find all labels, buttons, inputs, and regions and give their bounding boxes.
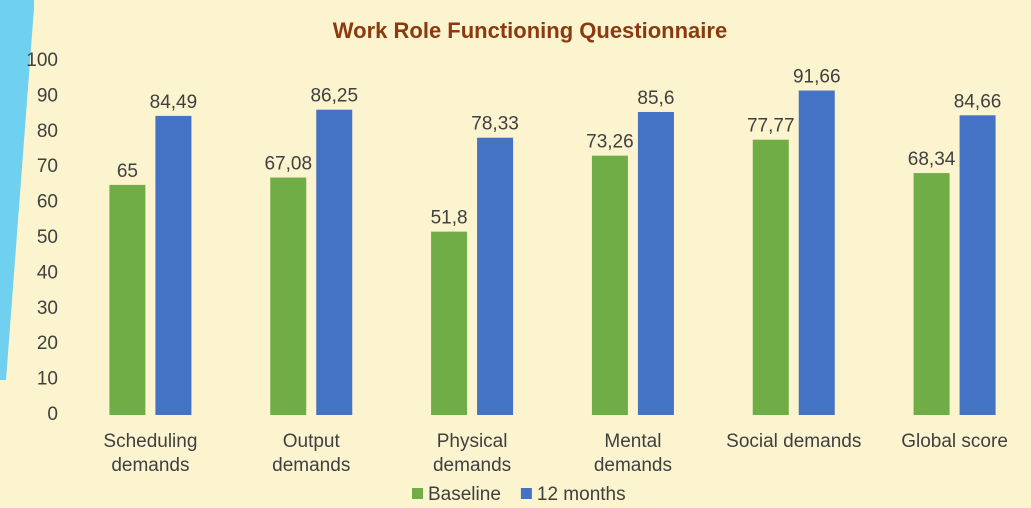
x-tick-label: Global score — [901, 431, 1008, 452]
data-label: 73,26 — [586, 132, 634, 153]
bar — [316, 109, 353, 416]
x-tick-label: Scheduling demands — [103, 431, 198, 476]
decoration — [0, 0, 34, 380]
bar — [959, 115, 996, 416]
y-tick-label: 80 — [37, 121, 58, 142]
data-label: 65 — [117, 161, 138, 182]
legend-swatch — [520, 488, 532, 499]
x-tick-label: Social demands — [726, 431, 862, 452]
bar — [270, 177, 307, 415]
y-tick-label: 90 — [37, 85, 58, 106]
data-label: 77,77 — [747, 116, 795, 137]
y-tick-label: 30 — [37, 298, 58, 319]
data-label: 67,08 — [264, 154, 312, 175]
data-label: 91,66 — [793, 67, 841, 88]
data-label: 85,6 — [637, 88, 674, 109]
bar — [431, 231, 468, 415]
bar — [913, 173, 950, 415]
data-label: 84,66 — [954, 91, 1002, 112]
bar — [155, 115, 192, 416]
data-label: 78,33 — [471, 114, 519, 135]
bar — [591, 155, 628, 415]
y-tick-label: 100 — [26, 50, 58, 71]
chart-title: Work Role Functioning Questionnaire — [333, 18, 727, 43]
data-label: 84,49 — [150, 92, 198, 113]
y-tick-label: 0 — [47, 404, 58, 425]
x-tick-label: Mental demands — [593, 431, 672, 476]
bar — [752, 139, 789, 415]
y-tick-label: 10 — [37, 369, 58, 390]
bar — [637, 111, 674, 415]
legend-label: Baseline — [428, 484, 501, 505]
y-tick-label: 40 — [37, 262, 58, 283]
legend-label: 12 months — [537, 484, 626, 505]
bar — [477, 137, 514, 416]
y-tick-label: 60 — [37, 192, 58, 213]
y-tick-label: 70 — [37, 156, 58, 177]
y-tick-label: 20 — [37, 333, 58, 354]
bar — [109, 184, 146, 415]
legend-swatch — [412, 488, 423, 499]
x-tick-label: Output demands — [272, 431, 351, 476]
x-tick-label: Physical demands — [432, 431, 512, 476]
data-label: 51,8 — [431, 208, 468, 229]
data-label: 68,34 — [908, 149, 956, 170]
y-tick-label: 50 — [37, 227, 58, 248]
data-label: 86,25 — [310, 86, 358, 107]
bar — [798, 90, 835, 416]
